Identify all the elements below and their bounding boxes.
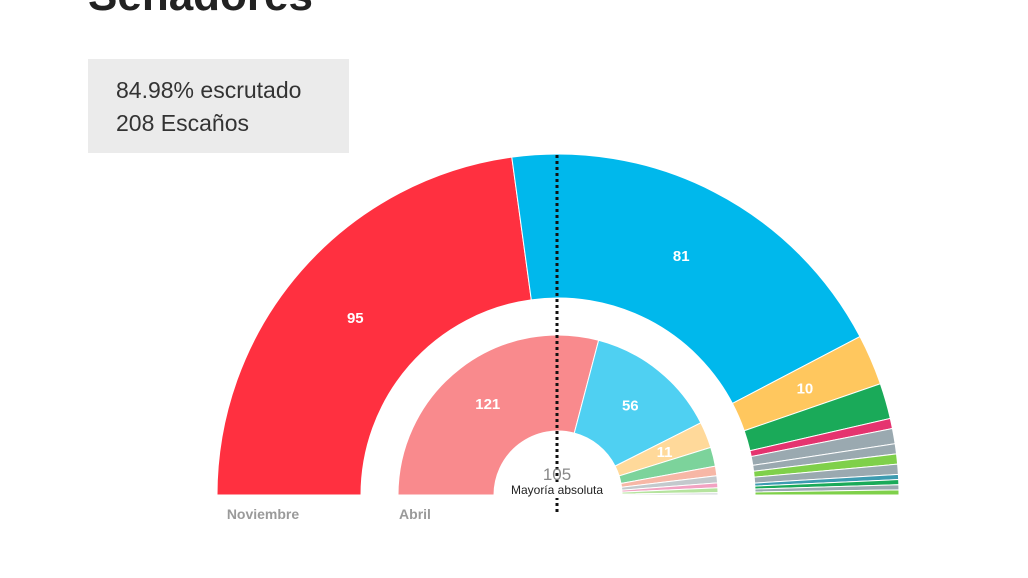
ring-label-abril: Abril bbox=[399, 506, 431, 522]
ring-noviembre: 95 81 10 bbox=[216, 153, 900, 496]
seat-label-noviembre-0: 95 bbox=[347, 310, 364, 327]
majority-label: Mayoría absoluta bbox=[511, 483, 603, 497]
seat-label-noviembre-1: 81 bbox=[673, 248, 690, 265]
seat-segment-noviembre-0 bbox=[216, 156, 532, 496]
seat-label-noviembre-2: 10 bbox=[797, 380, 814, 397]
seat-segment-abril-0 bbox=[397, 334, 600, 496]
ring-abril: 121 56 11 bbox=[397, 334, 719, 496]
majority-label-bg bbox=[500, 482, 614, 498]
seat-segment-noviembre-12 bbox=[754, 489, 900, 496]
seat-label-abril-1: 56 bbox=[622, 398, 639, 415]
seat-segment-abril-8 bbox=[621, 492, 719, 496]
page-title: Senadores bbox=[88, 0, 313, 18]
scrutinized-text: 84.98% escrutado bbox=[116, 77, 302, 103]
ring-labels: Noviembre Abril bbox=[227, 506, 431, 522]
ring-label-noviembre: Noviembre bbox=[227, 506, 300, 522]
seat-label-abril-2: 11 bbox=[657, 444, 673, 461]
seat-label-abril-0: 121 bbox=[475, 396, 500, 413]
seats-text: 208 Escaños bbox=[116, 110, 249, 136]
seat-segment-noviembre-1 bbox=[511, 153, 861, 405]
majority-value: 105 bbox=[543, 465, 571, 484]
summary-box: 84.98% escrutado 208 Escaños bbox=[88, 59, 349, 153]
